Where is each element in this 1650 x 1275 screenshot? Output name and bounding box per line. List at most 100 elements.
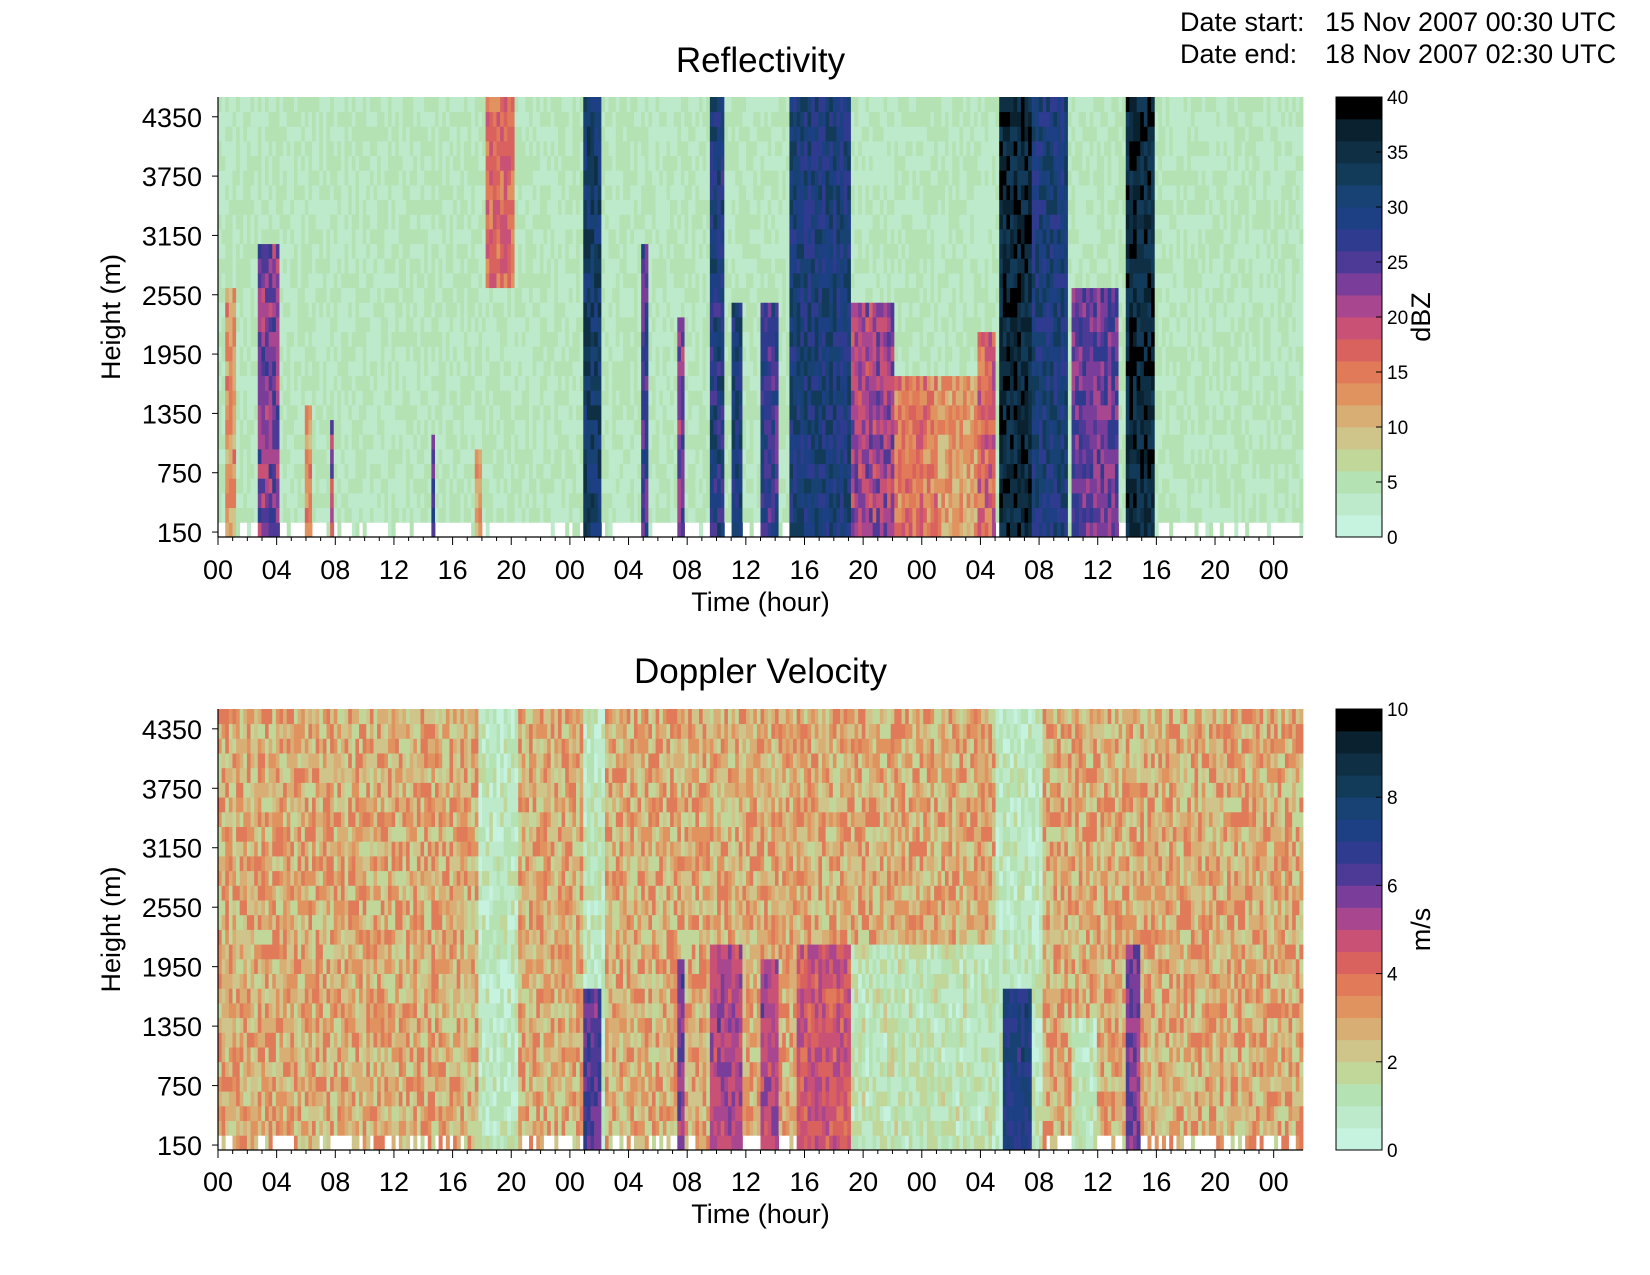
heatmap-cell bbox=[753, 111, 758, 127]
heatmap-cell bbox=[612, 375, 617, 391]
heatmap-cell bbox=[753, 493, 758, 509]
heatmap-cell bbox=[492, 463, 497, 479]
heatmap-cell bbox=[456, 331, 461, 347]
heatmap-cell bbox=[536, 493, 541, 509]
heatmap-cell bbox=[717, 302, 722, 318]
heatmap-cell bbox=[377, 273, 382, 289]
heatmap-cell bbox=[373, 97, 378, 113]
heatmap-cell bbox=[539, 273, 544, 289]
heatmap-cell bbox=[496, 97, 501, 113]
heatmap-cell bbox=[283, 273, 288, 289]
heatmap-cell bbox=[691, 375, 696, 391]
heatmap-cell bbox=[453, 449, 458, 465]
heatmap-cell bbox=[492, 405, 497, 421]
heatmap-cell bbox=[648, 243, 653, 259]
heatmap-cell bbox=[807, 258, 812, 274]
heatmap-cell bbox=[764, 361, 769, 377]
heatmap-cell bbox=[655, 199, 660, 215]
heatmap-cell bbox=[796, 141, 801, 157]
heatmap-cell bbox=[257, 214, 262, 230]
heatmap-cell bbox=[706, 317, 711, 333]
heatmap-cell bbox=[670, 449, 675, 465]
heatmap-cell bbox=[543, 390, 548, 406]
heatmap-cell bbox=[691, 434, 696, 450]
heatmap-cell bbox=[330, 419, 335, 435]
heatmap-cell bbox=[236, 463, 241, 479]
heatmap-cell bbox=[579, 287, 584, 303]
heatmap-cell bbox=[265, 493, 270, 509]
heatmap-cell bbox=[340, 243, 345, 259]
heatmap-cell bbox=[406, 214, 411, 230]
heatmap-cell bbox=[471, 434, 476, 450]
heatmap-cell bbox=[496, 243, 501, 259]
heatmap-cell bbox=[793, 170, 798, 186]
heatmap-cell bbox=[279, 317, 284, 333]
heatmap-cell bbox=[590, 141, 595, 157]
heatmap-cell bbox=[221, 199, 226, 215]
heatmap-cell bbox=[655, 463, 660, 479]
heatmap-cell bbox=[239, 346, 244, 362]
heatmap-cell bbox=[753, 141, 758, 157]
heatmap-cell bbox=[547, 243, 552, 259]
heatmap-cell bbox=[821, 331, 826, 347]
heatmap-cell bbox=[633, 155, 638, 171]
heatmap-cell bbox=[322, 419, 327, 435]
heatmap-cell bbox=[387, 507, 392, 523]
heatmap-cell bbox=[503, 141, 508, 157]
heatmap-cell bbox=[699, 141, 704, 157]
heatmap-cell bbox=[735, 507, 740, 523]
heatmap-cell bbox=[420, 361, 425, 377]
heatmap-cell bbox=[811, 317, 816, 333]
heatmap-cell bbox=[395, 434, 400, 450]
heatmap-cell bbox=[601, 243, 606, 259]
heatmap-cell bbox=[803, 346, 808, 362]
heatmap-cell bbox=[818, 185, 823, 201]
heatmap-cell bbox=[637, 126, 642, 142]
heatmap-cell bbox=[431, 463, 436, 479]
heatmap-cell bbox=[579, 273, 584, 289]
heatmap-cell bbox=[767, 199, 772, 215]
heatmap-cell bbox=[496, 214, 501, 230]
heatmap-cell bbox=[308, 507, 313, 523]
heatmap-cell bbox=[670, 361, 675, 377]
heatmap-cell bbox=[811, 302, 816, 318]
heatmap-cell bbox=[821, 419, 826, 435]
heatmap-cell bbox=[529, 170, 534, 186]
heatmap-cell bbox=[771, 214, 776, 230]
heatmap-cell bbox=[254, 331, 259, 347]
heatmap-cell bbox=[225, 405, 230, 421]
heatmap-cell bbox=[699, 97, 704, 113]
heatmap-cell bbox=[601, 405, 606, 421]
heatmap-cell bbox=[568, 155, 573, 171]
heatmap-cell bbox=[735, 331, 740, 347]
heatmap-cell bbox=[265, 317, 270, 333]
heatmap-cell bbox=[286, 185, 291, 201]
heatmap-cell bbox=[218, 111, 223, 127]
heatmap-cell bbox=[615, 434, 620, 450]
heatmap-cell bbox=[275, 463, 280, 479]
heatmap-cell bbox=[583, 185, 588, 201]
heatmap-cell bbox=[236, 390, 241, 406]
heatmap-cell bbox=[496, 478, 501, 494]
heatmap-cell bbox=[243, 507, 248, 523]
heatmap-cell bbox=[442, 97, 447, 113]
heatmap-cell bbox=[435, 463, 440, 479]
heatmap-cell bbox=[478, 331, 483, 347]
heatmap-cell bbox=[286, 126, 291, 142]
heatmap-cell bbox=[756, 405, 761, 421]
heatmap-cell bbox=[467, 243, 472, 259]
heatmap-cell bbox=[467, 111, 472, 127]
heatmap-cell bbox=[680, 111, 685, 127]
heatmap-cell bbox=[684, 302, 689, 318]
heatmap-cell bbox=[731, 449, 736, 465]
heatmap-cell bbox=[735, 434, 740, 450]
heatmap-cell bbox=[782, 155, 787, 171]
heatmap-cell bbox=[312, 185, 317, 201]
heatmap-cell bbox=[615, 449, 620, 465]
heatmap-cell bbox=[416, 419, 421, 435]
heatmap-cell bbox=[604, 141, 609, 157]
heatmap-cell bbox=[659, 111, 664, 127]
heatmap-cell bbox=[572, 141, 577, 157]
heatmap-cell bbox=[637, 405, 642, 421]
heatmap-cell bbox=[283, 317, 288, 333]
